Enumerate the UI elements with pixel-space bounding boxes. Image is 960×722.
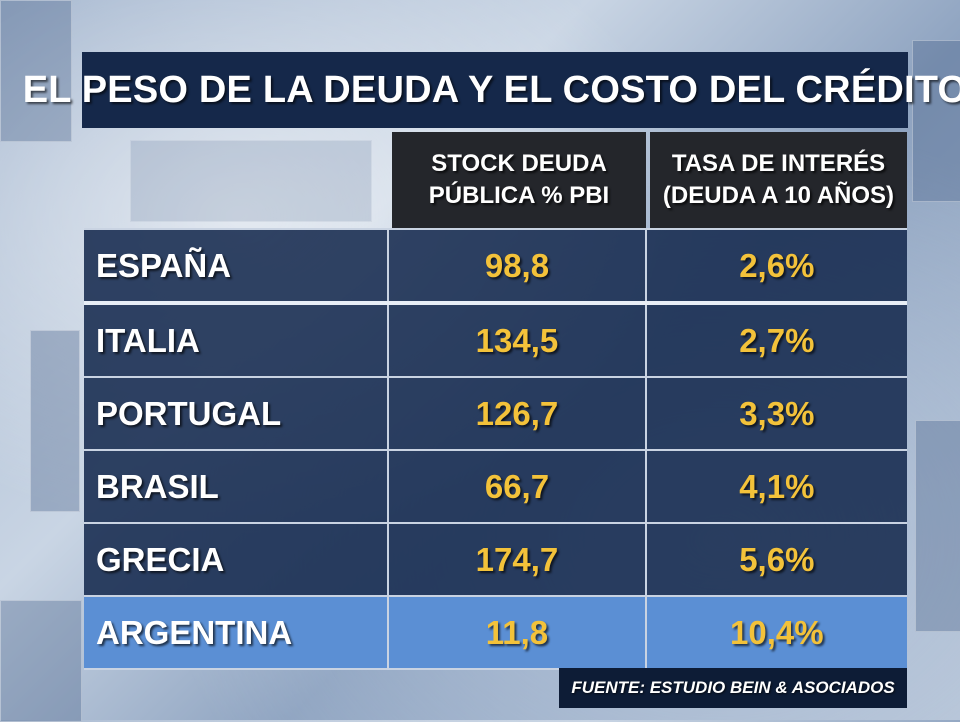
rate-cell: 5,6% (646, 524, 907, 595)
country-cell: BRASIL (84, 451, 390, 522)
rate-cell: 4,1% (646, 451, 907, 522)
background-block (0, 0, 72, 142)
rate-cell: 2,7% (646, 305, 907, 376)
debt-cell: 66,7 (389, 451, 647, 522)
background-block (130, 140, 372, 222)
column-header-debt-label: STOCK DEUDA PÚBLICA % PBI (428, 150, 610, 209)
table-row: GRECIA 174,7 5,6% (84, 524, 907, 597)
table-row-highlighted: ARGENTINA 11,8 10,4% (84, 597, 907, 670)
rate-cell: 3,3% (646, 378, 907, 449)
debt-cell: 174,7 (389, 524, 647, 595)
country-cell: ARGENTINA (84, 597, 390, 668)
debt-cell: 134,5 (389, 305, 647, 376)
debt-cell: 11,8 (389, 597, 647, 668)
debt-cell: 126,7 (389, 378, 647, 449)
title-bar: EL PESO DE LA DEUDA Y EL COSTO DEL CRÉDI… (23, 52, 960, 128)
rate-cell: 10,4% (646, 597, 907, 668)
column-header-rate-label: TASA DE INTERÉS (DEUDA A 10 AÑOS) (662, 150, 895, 209)
country-cell: GRECIA (84, 524, 390, 595)
country-cell: ESPAÑA (84, 230, 390, 301)
page-title: EL PESO DE LA DEUDA Y EL COSTO DEL CRÉDI… (22, 68, 960, 111)
rate-cell: 2,6% (646, 230, 907, 301)
debt-cell: 98,8 (389, 230, 647, 301)
table-row: BRASIL 66,7 4,1% (84, 451, 907, 524)
column-header-rate: TASA DE INTERÉS (DEUDA A 10 AÑOS) (650, 132, 907, 228)
table-row: ESPAÑA 98,8 2,6% (84, 228, 907, 305)
background-block (30, 330, 80, 512)
background-block (912, 40, 960, 202)
country-cell: ITALIA (84, 305, 390, 376)
source-caption: FUENTE: ESTUDIO BEIN & ASOCIADOS (559, 668, 907, 708)
background-block (915, 420, 960, 632)
table-row: ITALIA 134,5 2,7% (84, 305, 907, 378)
column-header-debt: STOCK DEUDA PÚBLICA % PBI (392, 132, 646, 228)
data-table: ESPAÑA 98,8 2,6% ITALIA 134,5 2,7% PORTU… (84, 228, 907, 670)
table-row: PORTUGAL 126,7 3,3% (84, 378, 907, 451)
background-block (0, 600, 82, 722)
country-cell: PORTUGAL (84, 378, 390, 449)
